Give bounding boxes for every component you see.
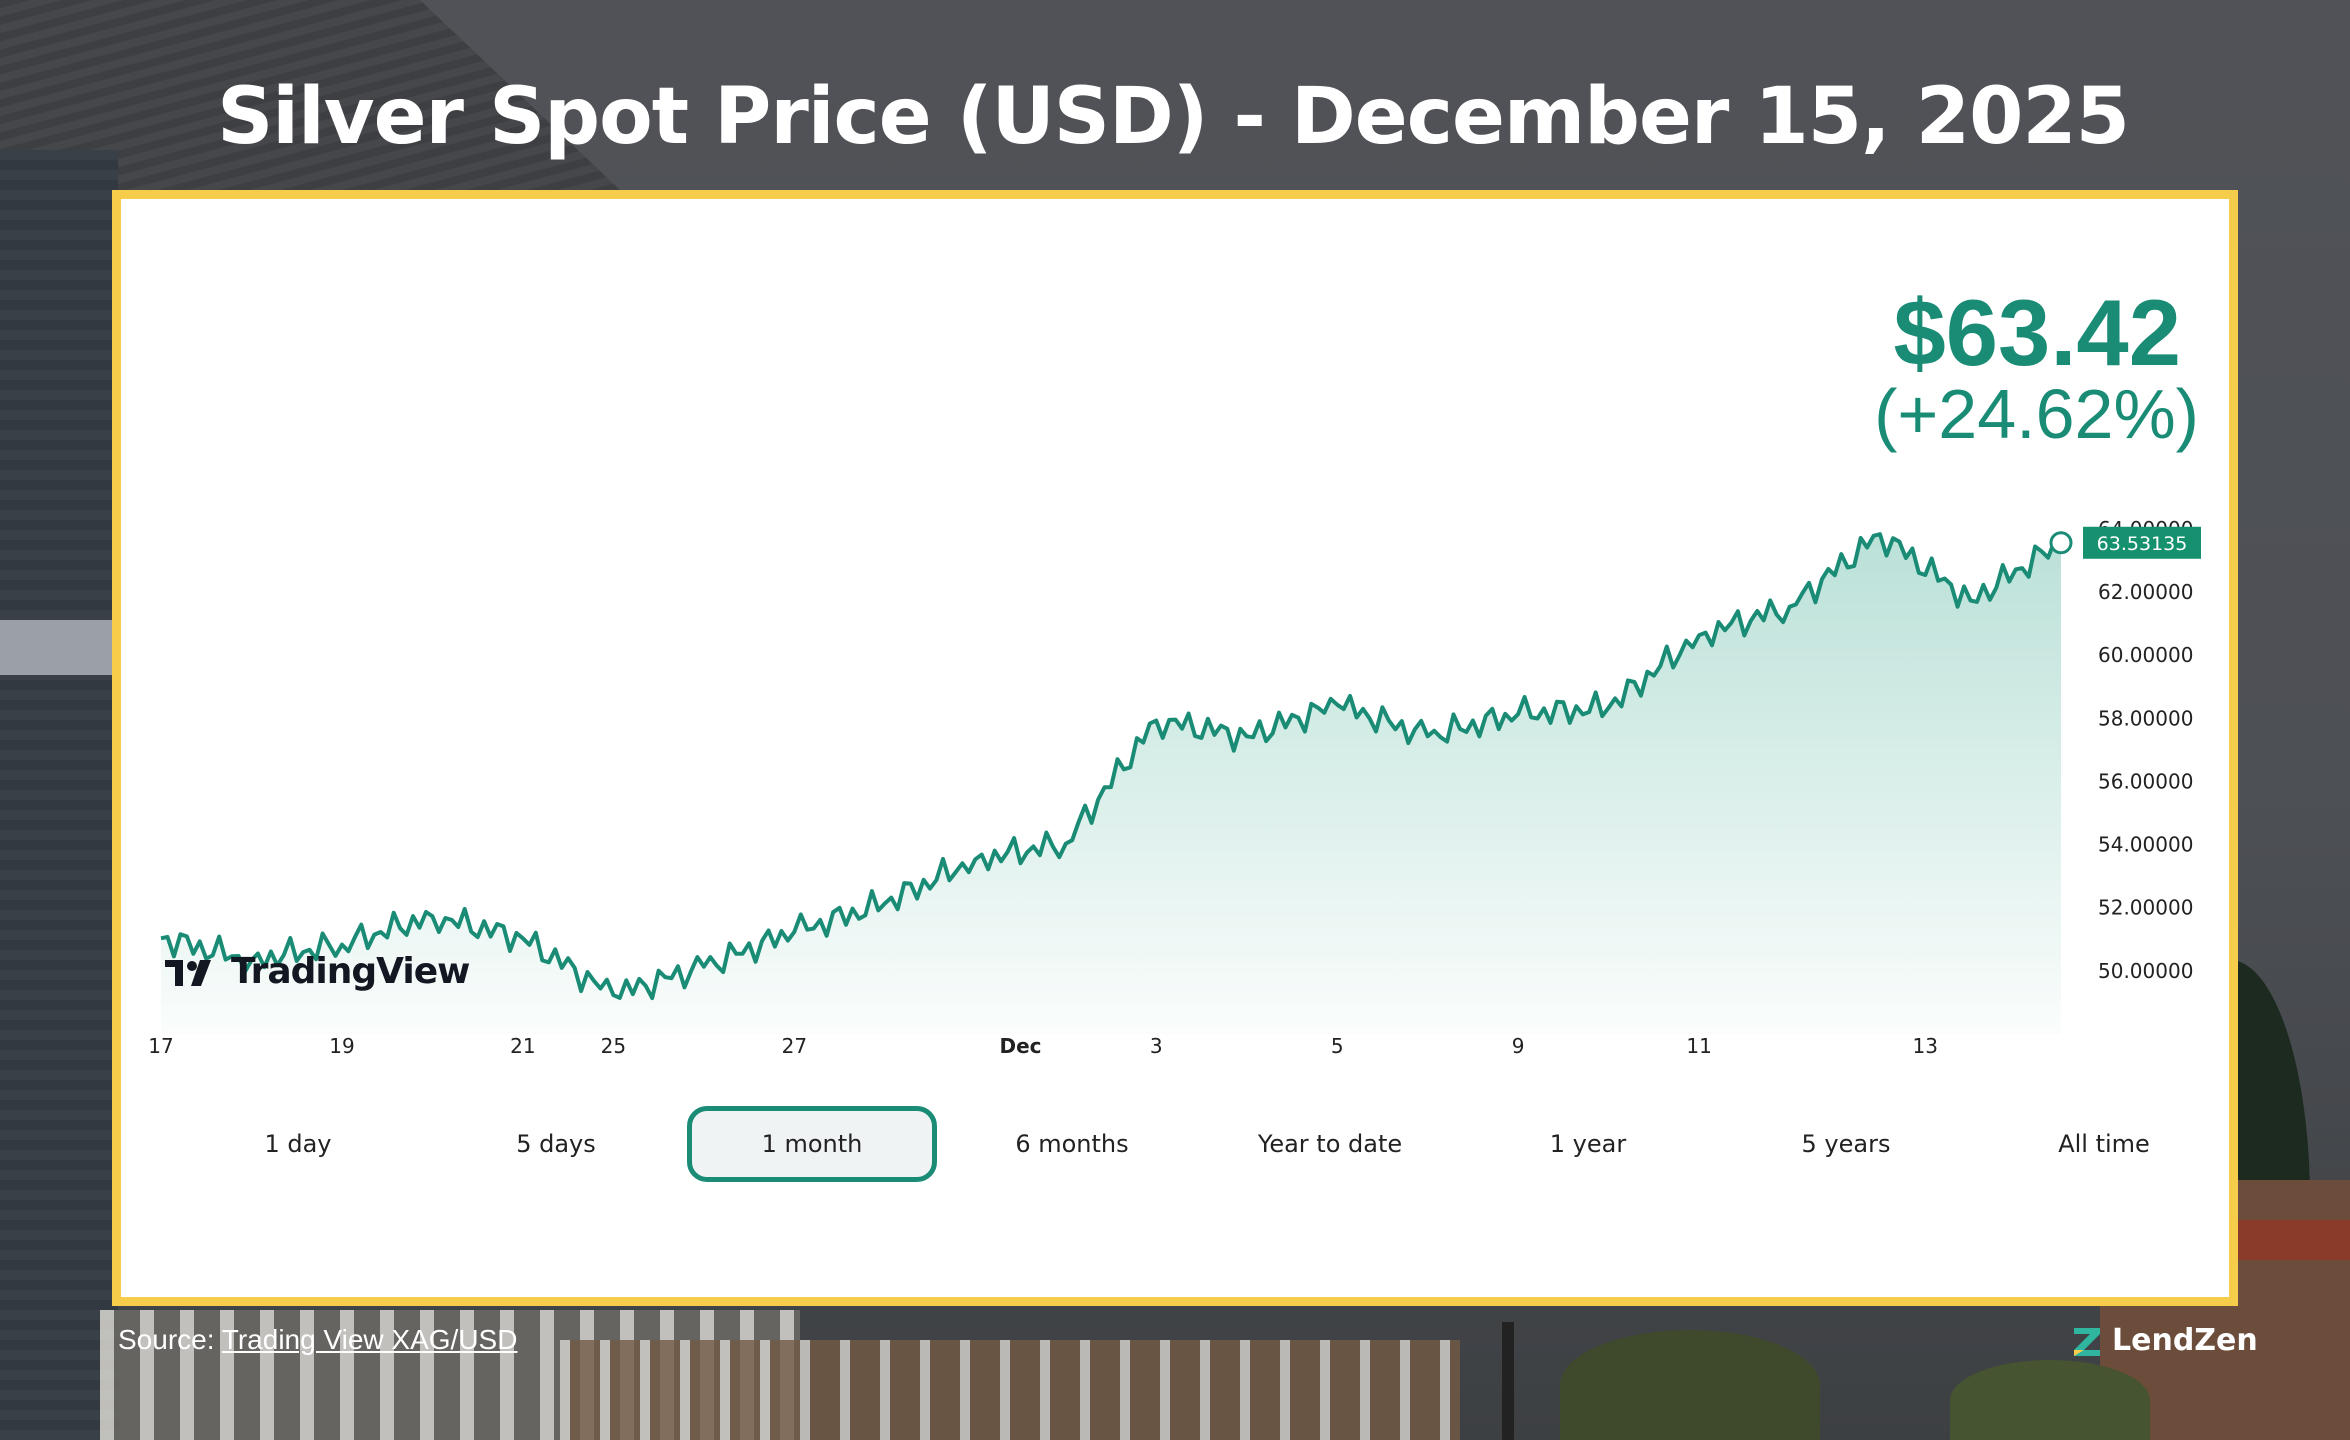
- price-chart: 64.0000062.0000060.0000058.0000056.00000…: [148, 517, 2201, 1058]
- y-tick-label: 56.00000: [2098, 769, 2193, 793]
- y-tick-label: 54.00000: [2098, 833, 2193, 857]
- tradingview-logo-text: TradingView: [231, 951, 470, 992]
- y-tick-label: 50.00000: [2098, 959, 2193, 983]
- x-tick-label: 11: [1686, 1034, 1711, 1058]
- x-tick-label: 17: [148, 1034, 173, 1058]
- last-price-marker: [2049, 531, 2073, 555]
- source-citation: Source: Trading View XAG/USD: [118, 1324, 517, 1356]
- source-prefix: Source:: [118, 1324, 222, 1355]
- tradingview-logo: TradingView: [165, 951, 470, 992]
- range-button-5-days[interactable]: 5 days: [516, 1130, 596, 1158]
- price-change-percent: (+24.62%): [1874, 375, 2199, 453]
- last-price-badge-text: 63.53135: [2097, 533, 2188, 555]
- y-tick-label: 58.00000: [2098, 706, 2193, 730]
- brand-logo: LendZen: [2070, 1323, 2258, 1358]
- x-tick-label: 27: [782, 1034, 807, 1058]
- lendzen-logo-text: LendZen: [2112, 1323, 2258, 1358]
- current-price: $63.42: [1893, 280, 2181, 385]
- y-tick-label: 52.00000: [2098, 896, 2193, 920]
- series-area: [161, 534, 2061, 1034]
- range-button-6-months[interactable]: 6 months: [1015, 1130, 1129, 1158]
- x-tick-label: 9: [1512, 1034, 1525, 1058]
- x-tick-label: 13: [1913, 1034, 1938, 1058]
- range-button-1-day[interactable]: 1 day: [264, 1130, 332, 1158]
- x-tick-label: 19: [329, 1034, 354, 1058]
- range-button-all-time[interactable]: All time: [2058, 1130, 2150, 1158]
- lendzen-logo-icon: [2074, 1327, 2100, 1356]
- series-line: [160, 532, 2062, 1001]
- source-link[interactable]: Trading View XAG/USD: [221, 1324, 518, 1355]
- chart-card: 64.0000062.0000060.0000058.0000056.00000…: [112, 190, 2238, 1306]
- range-button-1-year[interactable]: 1 year: [1549, 1130, 1627, 1158]
- x-tick-label: 25: [601, 1034, 626, 1058]
- x-tick-label: Dec: [1000, 1034, 1042, 1058]
- x-tick-label: 21: [510, 1034, 535, 1058]
- tradingview-logo-icon: [165, 959, 211, 986]
- x-tick-label: 3: [1150, 1034, 1163, 1058]
- last-price-badge: [2083, 526, 2201, 559]
- y-tick-label: 62.00000: [2098, 580, 2193, 604]
- range-button-1-month[interactable]: 1 month: [687, 1106, 937, 1182]
- range-button-5-years[interactable]: 5 years: [1801, 1130, 1891, 1158]
- x-tick-label: 5: [1331, 1034, 1344, 1058]
- page-title: Silver Spot Price (USD) - December 15, 2…: [217, 72, 2130, 162]
- time-range-selector: 1 day 5 days 1 month 6 months Year to da…: [141, 1106, 2221, 1182]
- y-tick-label: 60.00000: [2098, 643, 2193, 667]
- range-button-year-to-date[interactable]: Year to date: [1257, 1130, 1403, 1158]
